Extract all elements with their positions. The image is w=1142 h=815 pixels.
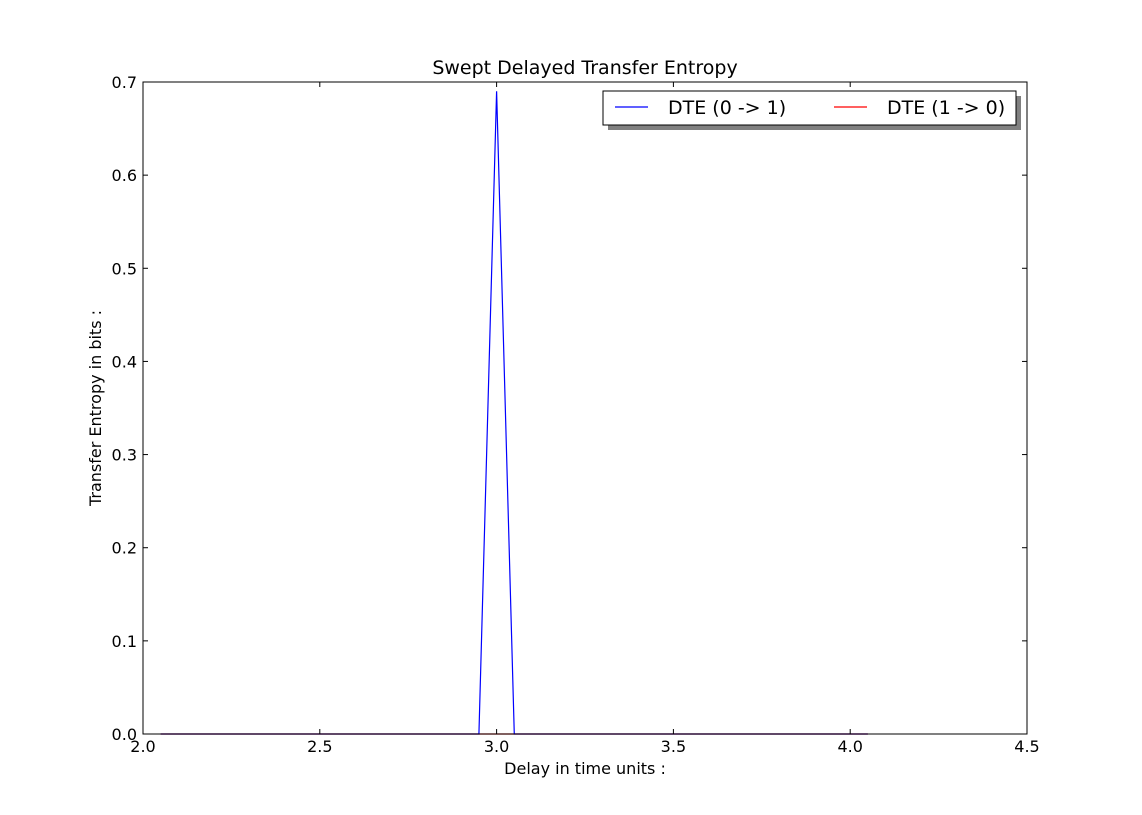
legend: DTE (0 -> 1) DTE (1 -> 0) (602, 90, 1021, 130)
plot-frame (142, 81, 1028, 735)
x-tick-label: 2.5 (307, 737, 332, 756)
x-tick-label: 3.0 (484, 737, 509, 756)
x-tick-label: 4.5 (1014, 737, 1039, 756)
x-tick-label: 2.0 (130, 737, 155, 756)
y-tick-label: 0.0 (112, 725, 137, 744)
y-tick-label: 0.6 (112, 166, 137, 185)
y-tick-label: 0.7 (112, 73, 137, 92)
plot-area (143, 82, 1027, 734)
y-tick-label: 0.5 (112, 259, 137, 278)
x-axis-label: Delay in time units : (504, 759, 666, 778)
legend-entry-dte-0-to-1: DTE (0 -> 1) (668, 97, 786, 119)
x-tick-label: 4.0 (837, 737, 862, 756)
legend-entry-dte-1-to-0: DTE (1 -> 0) (887, 97, 1005, 119)
y-tick-label: 0.4 (112, 352, 137, 371)
y-tick-label: 0.3 (112, 446, 137, 465)
chart-title: Swept Delayed Transfer Entropy (432, 57, 737, 79)
y-axis-label: Transfer Entropy in bits : (86, 310, 105, 507)
legend-box (602, 90, 1017, 126)
y-tick-label: 0.1 (112, 632, 137, 651)
ticks-layer: 2.0 2.5 3.0 3.5 4.0 4.5 0.0 0.1 0.2 0.3 0.4 0.5 0.6 0… (112, 73, 1040, 756)
y-tick-label: 0.2 (112, 539, 137, 558)
x-tick-label: 3.5 (661, 737, 686, 756)
